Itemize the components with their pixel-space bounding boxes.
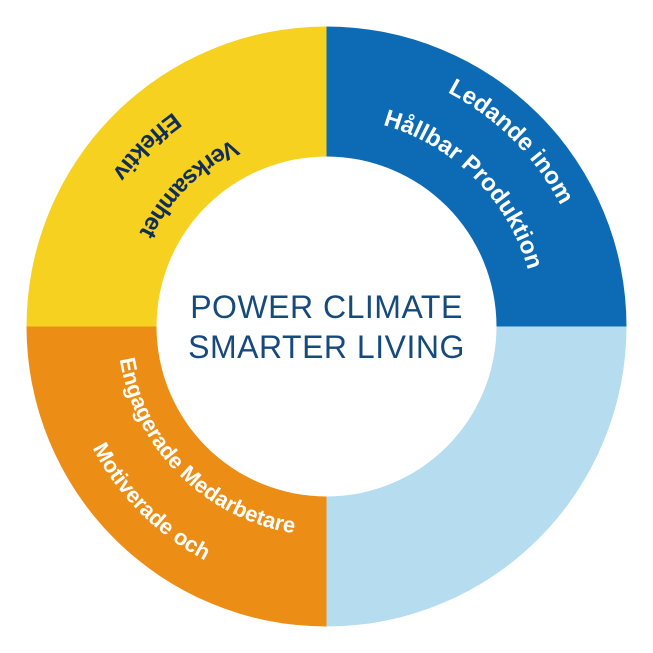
donut-diagram: Ledande inomHållbar ProduktionLedande in…	[0, 0, 653, 653]
donut-svg: Ledande inomHållbar ProduktionLedande in…	[0, 0, 653, 653]
segment-top-left	[327, 327, 627, 627]
